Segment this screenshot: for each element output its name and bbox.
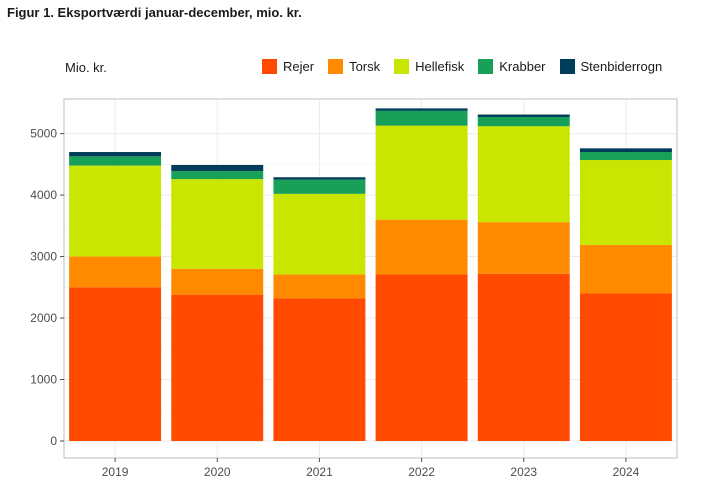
bar-krabber-2022 bbox=[375, 110, 468, 126]
bar-rejer-2024 bbox=[579, 293, 672, 441]
bar-krabber-2024 bbox=[579, 152, 672, 161]
bar-stenbiderrogn-2021 bbox=[273, 177, 366, 180]
x-tick-label-2023: 2023 bbox=[510, 465, 537, 479]
legend-item-rejer: Rejer bbox=[262, 58, 315, 74]
y-tick-label: 3000 bbox=[30, 250, 57, 264]
legend-label-rejer: Rejer bbox=[283, 58, 315, 74]
bar-hellefisk-2021 bbox=[273, 193, 366, 275]
bar-torsk-2023 bbox=[477, 222, 570, 274]
bar-krabber-2021 bbox=[273, 179, 366, 194]
figure-title: Figur 1. Eksportværdi januar-december, m… bbox=[7, 5, 302, 20]
bar-torsk-2019 bbox=[69, 256, 162, 288]
bar-stenbiderrogn-2020 bbox=[171, 164, 264, 172]
bar-hellefisk-2022 bbox=[375, 125, 468, 220]
bar-hellefisk-2020 bbox=[171, 179, 264, 269]
legend-swatch-torsk bbox=[328, 58, 344, 74]
bar-stenbiderrogn-2024 bbox=[579, 148, 672, 153]
y-tick-label: 5000 bbox=[30, 127, 57, 141]
x-tick-label-2021: 2021 bbox=[306, 465, 333, 479]
bar-hellefisk-2019 bbox=[69, 165, 162, 257]
bar-rejer-2023 bbox=[477, 273, 570, 441]
y-tick-label: 1000 bbox=[30, 373, 57, 387]
bar-torsk-2024 bbox=[579, 244, 672, 294]
plot-panel bbox=[64, 99, 677, 458]
legend-swatch-hellefisk bbox=[394, 58, 410, 74]
y-tick-label: 0 bbox=[50, 434, 57, 448]
x-tick-label-2020: 2020 bbox=[204, 465, 231, 479]
legend-item-torsk: Torsk bbox=[328, 58, 381, 74]
x-tick-label-2022: 2022 bbox=[408, 465, 435, 479]
bar-stenbiderrogn-2022 bbox=[375, 108, 468, 111]
y-tick-label: 4000 bbox=[30, 188, 57, 202]
bar-krabber-2020 bbox=[171, 171, 264, 180]
bar-torsk-2022 bbox=[375, 219, 468, 275]
bar-stenbiderrogn-2023 bbox=[477, 114, 570, 117]
bar-hellefisk-2023 bbox=[477, 126, 570, 223]
legend-swatch-stenbiderrogn bbox=[559, 58, 575, 74]
x-tick-label-2024: 2024 bbox=[613, 465, 640, 479]
legend-label-hellefisk: Hellefisk bbox=[415, 58, 465, 74]
bar-rejer-2019 bbox=[69, 287, 162, 441]
bar-rejer-2020 bbox=[171, 294, 264, 441]
bar-torsk-2020 bbox=[171, 268, 264, 295]
y-tick-label: 2000 bbox=[30, 311, 57, 325]
legend-item-krabber: Krabber bbox=[478, 58, 546, 74]
x-tick-label-2019: 2019 bbox=[102, 465, 129, 479]
legend-item-hellefisk: Hellefisk bbox=[394, 58, 465, 74]
legend-label-stenbiderrogn: Stenbiderrogn bbox=[580, 58, 663, 74]
chart-legend: Rejer Torsk Hellefisk Krabber Stenbiderr… bbox=[262, 56, 684, 76]
legend-item-stenbiderrogn: Stenbiderrogn bbox=[559, 58, 663, 74]
y-axis-label: Mio. kr. bbox=[65, 60, 107, 75]
plot-border bbox=[63, 98, 678, 459]
legend-swatch-rejer bbox=[262, 58, 277, 74]
legend-label-krabber: Krabber bbox=[499, 58, 546, 74]
bar-rejer-2021 bbox=[273, 298, 366, 441]
bar-stenbiderrogn-2019 bbox=[69, 152, 162, 157]
bar-krabber-2019 bbox=[69, 156, 162, 166]
bar-torsk-2021 bbox=[273, 274, 366, 299]
legend-label-torsk: Torsk bbox=[349, 58, 381, 74]
bar-hellefisk-2024 bbox=[579, 160, 672, 245]
bar-krabber-2023 bbox=[477, 116, 570, 127]
bar-rejer-2022 bbox=[375, 274, 468, 441]
legend-swatch-krabber bbox=[478, 58, 494, 74]
